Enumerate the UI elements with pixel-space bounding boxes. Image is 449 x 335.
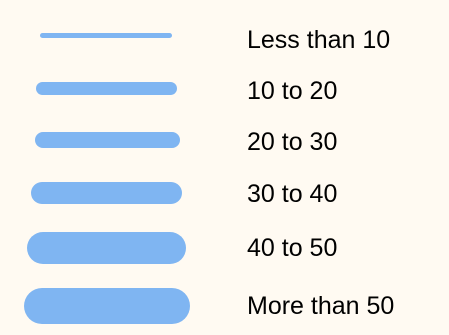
legend-line-swatch (31, 182, 182, 204)
legend-item-less-than-10: Less than 10 (0, 18, 449, 66)
legend-line-swatch (27, 232, 186, 264)
legend-item-20-to-30: 20 to 30 (0, 118, 449, 166)
legend-label: 40 to 50 (247, 234, 338, 262)
legend-item-more-than-50: More than 50 (0, 280, 449, 328)
legend-item-40-to-50: 40 to 50 (0, 224, 449, 272)
legend-line-swatch (40, 33, 172, 38)
legend-label: 30 to 40 (247, 180, 338, 208)
legend-label: More than 50 (247, 292, 395, 320)
legend-item-10-to-20: 10 to 20 (0, 66, 449, 114)
legend-line-swatch (35, 132, 180, 148)
legend-line-swatch (36, 82, 177, 95)
legend-label: 10 to 20 (247, 77, 338, 105)
legend-line-swatch (24, 288, 190, 324)
legend-label: Less than 10 (247, 26, 391, 54)
legend-label: 20 to 30 (247, 128, 338, 156)
legend-item-30-to-40: 30 to 40 (0, 170, 449, 218)
